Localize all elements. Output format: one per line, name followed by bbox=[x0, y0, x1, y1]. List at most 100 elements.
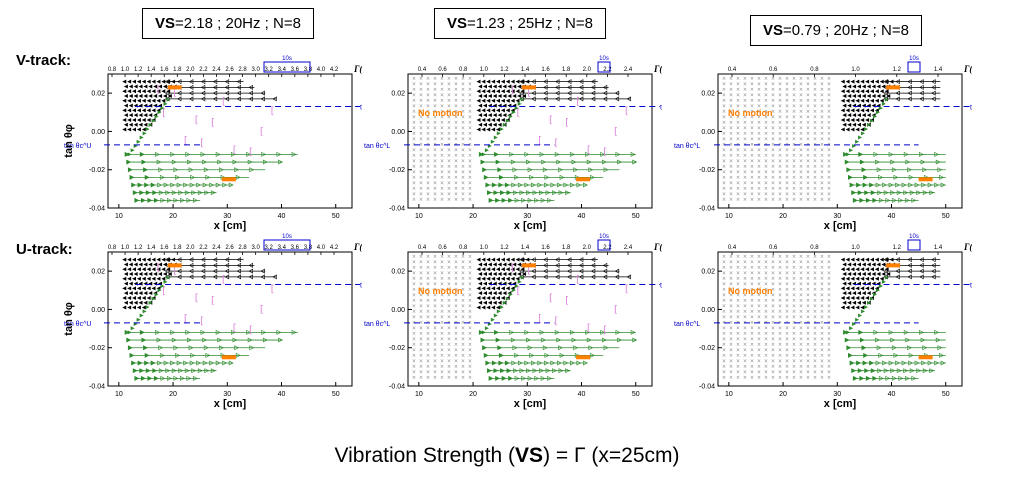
no-motion-mark: × bbox=[820, 98, 824, 104]
no-motion-mark: × bbox=[750, 93, 754, 99]
track-mark-black bbox=[871, 272, 876, 277]
no-motion-mark: × bbox=[426, 137, 430, 143]
top-tick-label: 2.0 bbox=[583, 245, 592, 251]
no-motion-mark: × bbox=[771, 104, 775, 110]
track-mark-black bbox=[840, 98, 845, 103]
no-motion-mark: × bbox=[757, 197, 761, 203]
no-motion-mark: × bbox=[806, 192, 810, 198]
no-motion-mark: × bbox=[778, 120, 782, 126]
no-motion-mark: × bbox=[426, 304, 430, 310]
no-motion-mark: × bbox=[736, 276, 740, 282]
no-motion-mark: × bbox=[736, 353, 740, 359]
no-motion-mark: × bbox=[468, 175, 472, 181]
no-motion-mark: × bbox=[820, 276, 824, 282]
no-motion-mark: × bbox=[419, 137, 423, 143]
no-motion-mark: × bbox=[454, 287, 458, 293]
track-mark-green bbox=[202, 182, 208, 188]
no-motion-mark: × bbox=[412, 120, 416, 126]
track-mark-green bbox=[176, 360, 182, 366]
no-motion-mark: × bbox=[447, 126, 451, 132]
track-mark-black bbox=[512, 84, 517, 89]
track-mark-green bbox=[858, 329, 864, 335]
no-motion-mark: × bbox=[806, 93, 810, 99]
track-mark-black bbox=[141, 295, 146, 300]
no-motion-mark: × bbox=[461, 287, 465, 293]
track-mark-green bbox=[170, 182, 176, 188]
track-mark-green bbox=[500, 190, 506, 196]
no-motion-mark: × bbox=[440, 260, 444, 266]
top-tick-label: 3.0 bbox=[251, 245, 260, 251]
track-mark-open-black bbox=[519, 79, 524, 85]
track-mark-open-black bbox=[907, 257, 912, 263]
track-mark-green bbox=[487, 190, 493, 196]
no-motion-mark: × bbox=[447, 87, 451, 93]
no-motion-mark: × bbox=[813, 348, 817, 354]
no-motion-mark: × bbox=[468, 76, 472, 82]
no-motion-mark: × bbox=[806, 271, 810, 277]
track-mark-green bbox=[191, 190, 197, 196]
track-mark-black bbox=[840, 117, 845, 122]
track-mark-green bbox=[512, 167, 518, 173]
no-motion-mark: × bbox=[764, 342, 768, 348]
track-mark-green bbox=[192, 375, 198, 381]
x-tick-label: 10 bbox=[725, 391, 733, 398]
track-mark-green bbox=[524, 151, 530, 157]
no-motion-mark: × bbox=[820, 170, 824, 176]
track-mark-green bbox=[196, 360, 202, 366]
track-mark-green bbox=[505, 296, 510, 301]
no-motion-mark: × bbox=[827, 181, 831, 187]
track-mark-black bbox=[866, 272, 871, 277]
no-motion-mark: × bbox=[729, 181, 733, 187]
no-motion-mark: × bbox=[433, 170, 437, 176]
track-mark-green bbox=[215, 151, 221, 157]
no-motion-mark: × bbox=[785, 304, 789, 310]
track-mark-green bbox=[632, 159, 638, 165]
track-mark-green bbox=[517, 279, 522, 284]
track-mark-black bbox=[496, 267, 501, 272]
no-motion-mark: × bbox=[827, 148, 831, 154]
no-motion-mark: × bbox=[461, 192, 465, 198]
track-mark-black bbox=[500, 79, 505, 84]
track-mark-green bbox=[843, 329, 849, 335]
track-mark-green bbox=[500, 368, 506, 374]
track-mark-black bbox=[132, 286, 137, 291]
top-tick-label: 1.0 bbox=[851, 245, 860, 251]
y-tick-label: 0.02 bbox=[701, 269, 715, 276]
no-motion-mark: × bbox=[412, 315, 416, 321]
track-mark-black bbox=[879, 98, 884, 103]
no-motion-mark: × bbox=[722, 170, 726, 176]
track-mark-open-black bbox=[883, 257, 888, 263]
track-mark-green bbox=[160, 106, 165, 111]
track-mark-green bbox=[495, 159, 501, 165]
track-mark-pink: [ bbox=[516, 286, 520, 297]
no-motion-mark: × bbox=[764, 170, 768, 176]
track-mark-open-black bbox=[566, 268, 572, 274]
no-motion-mark: × bbox=[813, 331, 817, 337]
no-motion-mark: × bbox=[806, 159, 810, 165]
no-motion-mark: × bbox=[447, 82, 451, 88]
track-mark-green bbox=[519, 190, 525, 196]
track-mark-open-black bbox=[590, 84, 596, 90]
no-motion-mark: × bbox=[426, 326, 430, 332]
no-motion-mark: × bbox=[820, 76, 824, 82]
track-mark-black bbox=[842, 262, 847, 267]
track-mark-black bbox=[482, 113, 487, 118]
y-tick-label: 0.02 bbox=[701, 91, 715, 98]
no-motion-mark: × bbox=[426, 254, 430, 260]
no-motion-mark: × bbox=[757, 282, 761, 288]
no-motion-mark: × bbox=[827, 298, 831, 304]
track-mark-green bbox=[907, 167, 913, 173]
no-motion-mark: × bbox=[433, 181, 437, 187]
no-motion-mark: × bbox=[461, 265, 465, 271]
track-mark-open-black bbox=[907, 268, 912, 274]
top-tick-label: 4.2 bbox=[330, 245, 339, 251]
no-motion-mark: × bbox=[743, 276, 747, 282]
annotation-upper: tan θc^U bbox=[360, 105, 362, 112]
no-motion-mark: × bbox=[412, 104, 416, 110]
track-mark-black bbox=[478, 94, 483, 99]
no-motion-mark: × bbox=[792, 87, 796, 93]
track-mark-black bbox=[128, 300, 133, 305]
no-motion-mark: × bbox=[426, 181, 430, 187]
no-motion-mark: × bbox=[447, 342, 451, 348]
no-motion-mark: × bbox=[729, 197, 733, 203]
